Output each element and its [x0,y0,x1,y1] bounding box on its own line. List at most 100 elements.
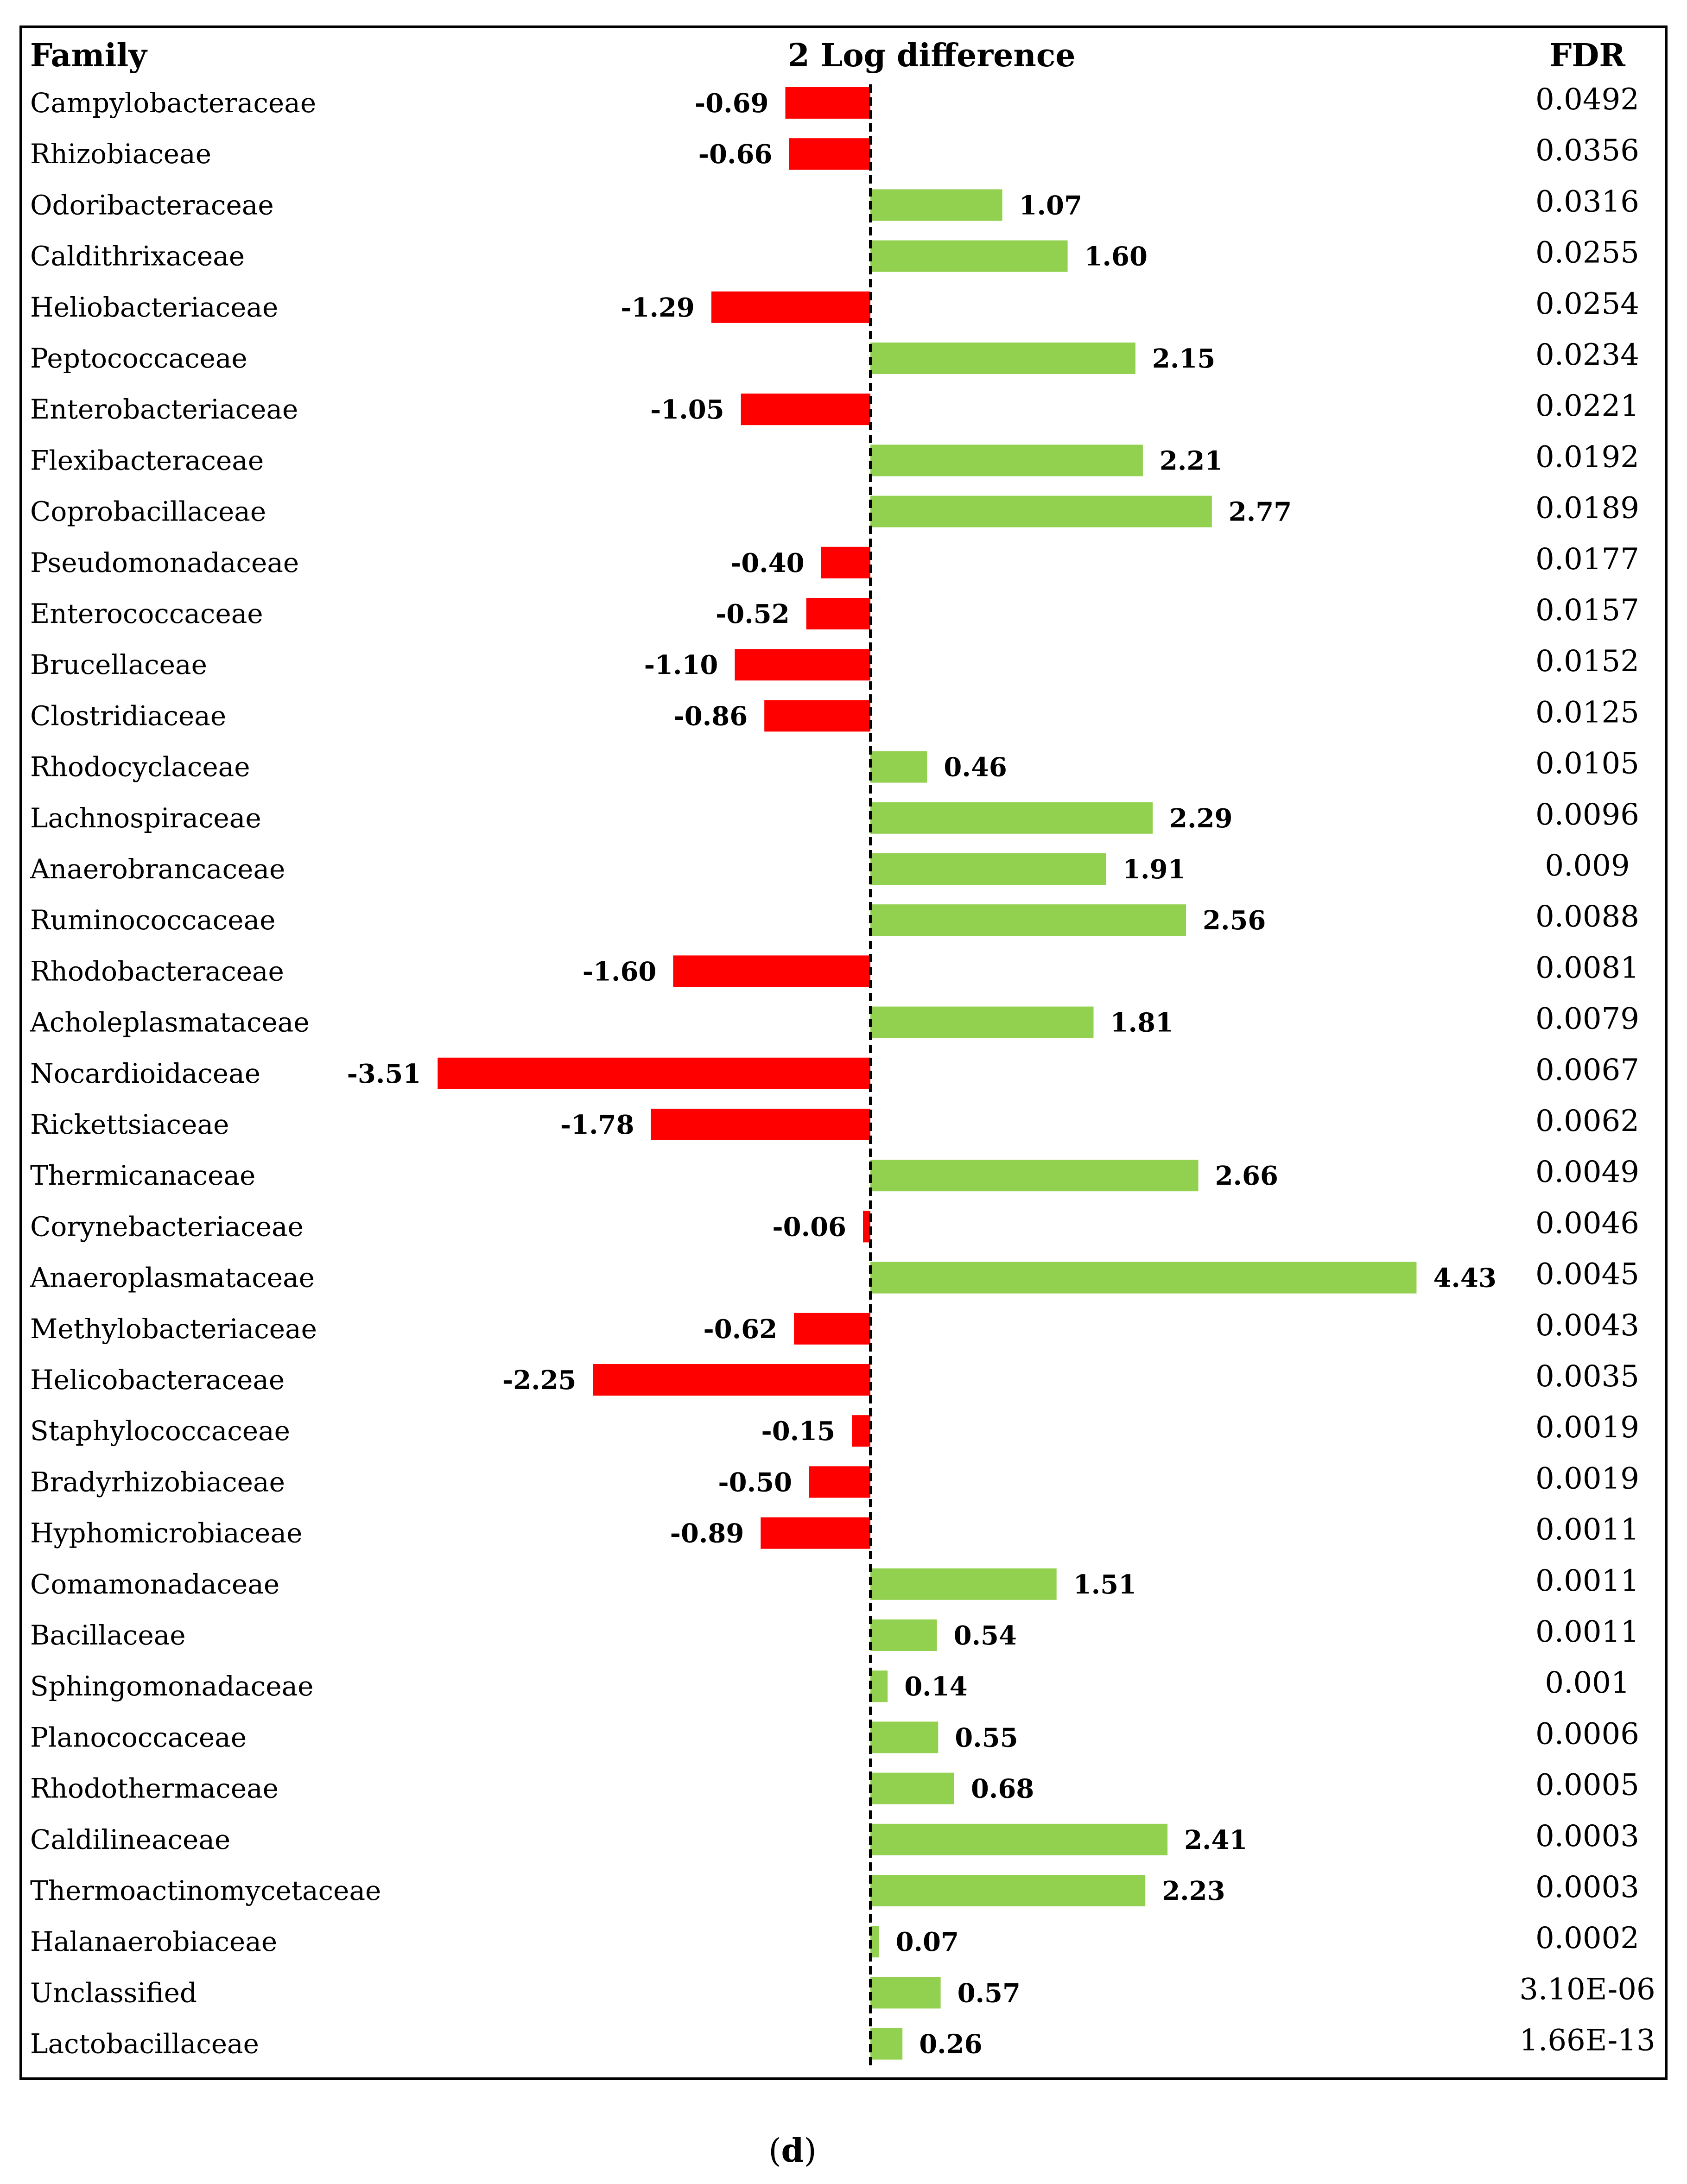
bar [870,802,1153,834]
family-label: Campylobacteraceae [30,87,316,119]
bar [673,955,870,987]
family-label: Sphingomonadaceae [30,1670,313,1702]
bar [870,1006,1094,1038]
family-label: Halanaerobiaceae [30,1926,277,1957]
value-label: 1.91 [1123,854,1186,885]
fdr-value: 0.0234 [1535,338,1639,372]
value-label: -0.06 [772,1212,846,1242]
value-label: 0.54 [954,1620,1017,1651]
fdr-value: 0.0019 [1535,1461,1639,1496]
value-label: 0.26 [919,2029,982,2060]
value-label: 0.68 [971,1774,1034,1804]
fdr-value: 0.009 [1545,849,1630,883]
caption-close: ) [804,2132,817,2170]
family-label: Clostridiaceae [30,700,226,731]
bar [764,700,870,732]
fdr-value: 0.0003 [1535,1870,1639,1905]
chart-row: Brucellaceae -1.10 0.0152 [30,644,1639,681]
value-label: -2.25 [502,1365,577,1396]
bar [870,1721,939,1753]
fdr-value: 0.0152 [1535,644,1639,679]
bar [852,1415,870,1447]
chart-row: Nocardioidaceae -3.51 0.0067 [30,1053,1639,1089]
value-label: -0.50 [718,1467,792,1498]
chart-row: Sphingomonadaceae 0.14 0.001 [30,1666,1630,1702]
value-label: 2.23 [1162,1876,1225,1906]
fdr-value: 0.0043 [1535,1308,1639,1343]
chart-row: Odoribacteraceae 1.07 0.0316 [30,184,1639,221]
family-label: Caldithrixaceae [30,241,245,272]
family-label: Enterococcaceae [30,598,263,629]
value-label: -0.86 [674,701,748,731]
chart-row: Rhodothermaceae 0.68 0.0005 [30,1768,1639,1804]
caption-letter: d [781,2131,804,2170]
bar [651,1109,870,1140]
family-label: Comamonadaceae [30,1568,279,1600]
fdr-value: 0.0002 [1535,1921,1639,1955]
family-label: Enterobacteriaceae [30,394,298,425]
fdr-value: 0.0254 [1535,287,1639,321]
chart-row: Methylobacteriaceae -0.62 0.0043 [30,1308,1639,1345]
bar [870,1977,941,2009]
bar [794,1313,870,1345]
bar [741,394,870,425]
chart-row: Planococcaceae 0.55 0.0006 [30,1717,1639,1753]
chart-row: Helicobacteraceae -2.25 0.0035 [30,1359,1639,1396]
family-label: Lachnospiraceae [30,802,261,834]
chart-row: Rhizobiaceae -0.66 0.0356 [30,133,1639,170]
fdr-value: 0.0189 [1535,491,1639,526]
value-label: 1.81 [1110,1008,1173,1038]
value-label: -1.10 [644,650,718,680]
bar [870,904,1186,936]
fdr-value: 0.0045 [1535,1257,1639,1292]
value-label: 2.21 [1160,445,1223,476]
chart-row: Comamonadaceae 1.51 0.0011 [30,1564,1639,1600]
fdr-value: 0.0067 [1535,1053,1639,1087]
family-label: Thermoactinomycetaceae [30,1875,381,1906]
fdr-value: 0.0062 [1535,1104,1639,1138]
bar [761,1517,870,1549]
chart-row: Ruminococcaceae 2.56 0.0088 [30,900,1639,936]
family-label: Corynebacteriaceae [30,1211,304,1242]
fdr-value: 0.0011 [1535,1615,1639,1649]
chart-row: Rickettsiaceae -1.78 0.0062 [30,1104,1639,1140]
family-label: Bacillaceae [30,1619,186,1651]
bar [785,87,870,119]
chart-row: Rhodobacteraceae -1.60 0.0081 [30,951,1639,987]
fdr-value: 0.0081 [1535,951,1639,985]
value-label: 2.66 [1215,1161,1278,1191]
fdr-value: 0.0157 [1535,593,1639,628]
fdr-value: 0.0006 [1535,1717,1639,1751]
value-label: 0.07 [896,1927,959,1957]
family-label: Rickettsiaceae [30,1109,229,1140]
value-label: 2.77 [1229,497,1292,527]
chart-row: Enterobacteriaceae -1.05 0.0221 [30,389,1639,425]
chart-row: Halanaerobiaceae 0.07 0.0002 [30,1921,1639,1958]
fdr-value: 0.0105 [1535,747,1639,781]
value-label: -0.62 [703,1314,777,1345]
fdr-value: 0.0011 [1535,1513,1639,1547]
family-label: Methylobacteriaceae [30,1313,317,1345]
bar [870,1160,1199,1192]
family-label: Hyphomicrobiaceae [30,1517,302,1549]
bar [809,1466,870,1498]
value-label: -0.69 [695,88,769,119]
bar-rows: Campylobacteraceae -0.69 0.0492 Rhizobiacea… [30,83,1655,2060]
family-label: Nocardioidaceae [30,1058,260,1089]
value-label: 1.60 [1084,241,1148,272]
bar [870,1619,937,1651]
value-label: 2.29 [1169,803,1232,834]
fdr-value: 0.0005 [1535,1768,1639,1803]
fdr-value: 0.0049 [1535,1155,1639,1189]
value-label: -0.89 [670,1518,744,1549]
family-header: Family [30,37,148,74]
family-label: Unclassified [30,1977,197,2008]
family-label: Flexibacteraceae [30,444,264,476]
family-label: Helicobacteraceae [30,1364,285,1396]
chart-row: Coprobacillaceae 2.77 0.0189 [30,491,1639,527]
chart-row: Acholeplasmataceae 1.81 0.0079 [30,1002,1639,1038]
family-label: Lactobacillaceae [30,2028,259,2060]
bar [438,1057,870,1089]
bar [870,495,1212,527]
chart-row: Pseudomonadaceae -0.40 0.0177 [30,542,1639,578]
